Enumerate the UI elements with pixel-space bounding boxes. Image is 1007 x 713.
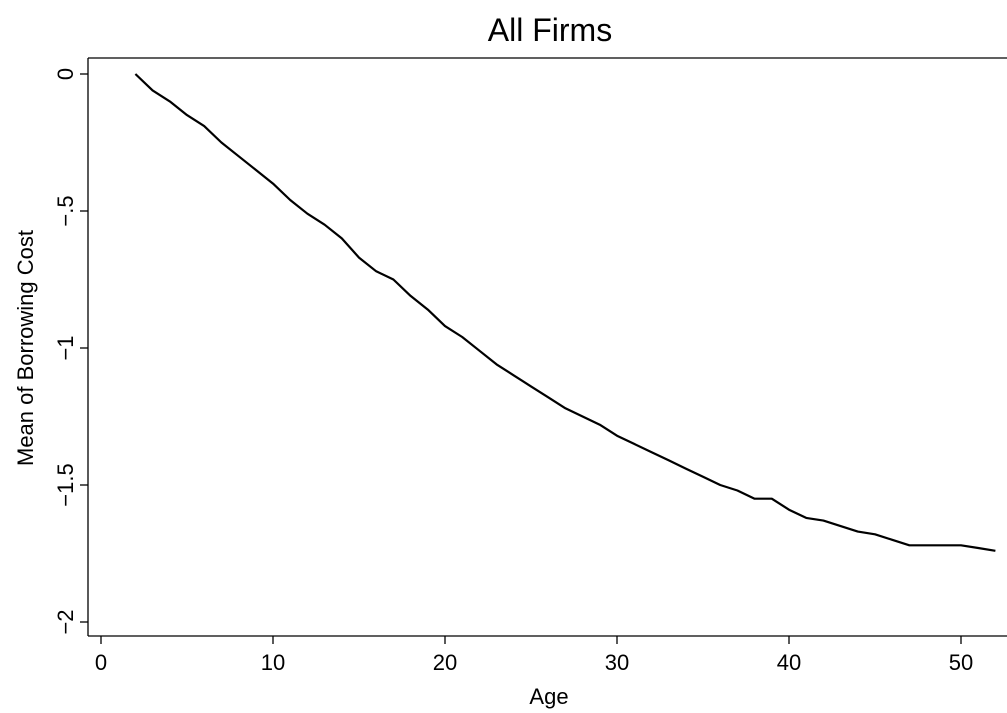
x-axis-title: Age: [529, 684, 568, 709]
x-axis: 0 10 20 30 40 50: [95, 636, 973, 675]
x-tick-label: 20: [433, 650, 457, 675]
series-layer: [134, 73, 996, 552]
y-tick-label: −2: [53, 609, 78, 634]
y-tick-label: −1: [53, 335, 78, 360]
y-axis: 0 −.5 −1 −1.5 −2: [53, 68, 88, 635]
y-tick-label: −1.5: [53, 463, 78, 506]
x-tick-label: 40: [777, 650, 801, 675]
x-tick-label: 30: [605, 650, 629, 675]
chart-title: All Firms: [488, 12, 612, 48]
x-tick-label: 0: [95, 650, 107, 675]
series-line-0: [134, 73, 996, 552]
x-tick-label: 10: [261, 650, 285, 675]
y-axis-title: Mean of Borrowing Cost: [13, 230, 38, 466]
y-tick-label: −.5: [53, 195, 78, 226]
y-tick-label: 0: [53, 68, 78, 80]
x-tick-label: 50: [949, 650, 973, 675]
